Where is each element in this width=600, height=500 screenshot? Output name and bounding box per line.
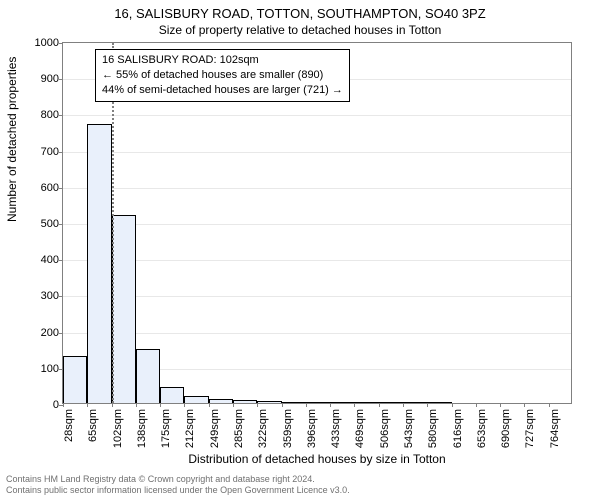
x-tick-mark: [427, 403, 428, 407]
histogram-bar: [160, 387, 184, 403]
x-tick-label: 249sqm: [209, 409, 221, 448]
y-tick-label: 0: [53, 399, 59, 411]
x-tick-label: 396sqm: [306, 409, 318, 448]
x-tick-mark: [476, 403, 477, 407]
x-tick-label: 616sqm: [452, 409, 464, 448]
gridline: [63, 152, 571, 153]
y-tick-mark: [59, 79, 63, 80]
annotation-line-1: 16 SALISBURY ROAD: 102sqm: [102, 53, 343, 68]
gridline: [63, 296, 571, 297]
x-tick-label: 764sqm: [549, 409, 561, 448]
y-tick-mark: [59, 188, 63, 189]
x-tick-mark: [524, 403, 525, 407]
x-tick-label: 506sqm: [379, 409, 391, 448]
histogram-bar: [379, 402, 403, 403]
chart-title-main: 16, SALISBURY ROAD, TOTTON, SOUTHAMPTON,…: [0, 0, 600, 21]
x-tick-mark: [500, 403, 501, 407]
y-tick-label: 300: [41, 290, 59, 302]
x-tick-mark: [257, 403, 258, 407]
histogram-bar: [112, 215, 136, 403]
x-tick-label: 175sqm: [160, 409, 172, 448]
x-tick-label: 433sqm: [330, 409, 342, 448]
x-tick-mark: [233, 403, 234, 407]
gridline: [63, 115, 571, 116]
x-tick-mark: [87, 403, 88, 407]
x-tick-mark: [282, 403, 283, 407]
histogram-bar: [427, 402, 451, 403]
x-tick-mark: [306, 403, 307, 407]
x-tick-mark: [184, 403, 185, 407]
gridline: [63, 224, 571, 225]
x-tick-mark: [63, 403, 64, 407]
x-tick-label: 102sqm: [112, 409, 124, 448]
x-tick-label: 138sqm: [136, 409, 148, 448]
x-tick-mark: [452, 403, 453, 407]
histogram-bar: [209, 399, 233, 403]
histogram-bar: [136, 349, 160, 403]
x-tick-label: 653sqm: [476, 409, 488, 448]
x-tick-label: 285sqm: [233, 409, 245, 448]
y-tick-label: 1000: [35, 37, 59, 49]
x-tick-label: 322sqm: [257, 409, 269, 448]
x-tick-label: 580sqm: [427, 409, 439, 448]
x-tick-mark: [160, 403, 161, 407]
x-tick-label: 690sqm: [500, 409, 512, 448]
histogram-bar: [87, 124, 111, 403]
footer-line-2: Contains public sector information licen…: [6, 485, 350, 496]
x-tick-mark: [354, 403, 355, 407]
y-tick-label: 600: [41, 182, 59, 194]
gridline: [63, 188, 571, 189]
gridline: [63, 333, 571, 334]
x-tick-mark: [549, 403, 550, 407]
footer-text: Contains HM Land Registry data © Crown c…: [6, 474, 350, 497]
y-tick-label: 500: [41, 218, 59, 230]
y-axis-label: Number of detached properties: [5, 57, 19, 222]
histogram-bar: [403, 402, 427, 403]
histogram-bar: [233, 400, 257, 403]
x-tick-label: 543sqm: [403, 409, 415, 448]
histogram-bar: [306, 402, 330, 403]
x-tick-mark: [379, 403, 380, 407]
x-tick-label: 359sqm: [282, 409, 294, 448]
annotation-line-3: 44% of semi-detached houses are larger (…: [102, 83, 343, 98]
histogram-bar: [354, 402, 378, 403]
y-tick-mark: [59, 43, 63, 44]
y-tick-mark: [59, 333, 63, 334]
chart-title-sub: Size of property relative to detached ho…: [0, 21, 600, 37]
plot-area: 0100200300400500600700800900100028sqm65s…: [62, 42, 572, 404]
x-tick-label: 28sqm: [63, 409, 75, 442]
y-tick-mark: [59, 296, 63, 297]
y-tick-mark: [59, 224, 63, 225]
gridline: [63, 260, 571, 261]
histogram-bar: [257, 401, 281, 403]
x-tick-mark: [112, 403, 113, 407]
histogram-bar: [63, 356, 87, 403]
histogram-bar: [330, 402, 354, 403]
chart-container: 16, SALISBURY ROAD, TOTTON, SOUTHAMPTON,…: [0, 0, 600, 500]
y-tick-label: 400: [41, 254, 59, 266]
y-tick-label: 200: [41, 327, 59, 339]
annotation-line-2: ← 55% of detached houses are smaller (89…: [102, 68, 343, 83]
histogram-bar: [282, 402, 306, 403]
x-tick-mark: [209, 403, 210, 407]
annotation-box: 16 SALISBURY ROAD: 102sqm ← 55% of detac…: [95, 49, 350, 102]
x-tick-mark: [330, 403, 331, 407]
x-tick-mark: [403, 403, 404, 407]
x-tick-label: 65sqm: [87, 409, 99, 442]
y-tick-mark: [59, 260, 63, 261]
y-tick-mark: [59, 152, 63, 153]
x-tick-mark: [136, 403, 137, 407]
x-tick-label: 727sqm: [524, 409, 536, 448]
x-tick-label: 469sqm: [354, 409, 366, 448]
y-tick-label: 100: [41, 363, 59, 375]
y-tick-label: 700: [41, 146, 59, 158]
footer-line-1: Contains HM Land Registry data © Crown c…: [6, 474, 350, 485]
y-tick-label: 800: [41, 109, 59, 121]
x-axis-label: Distribution of detached houses by size …: [62, 452, 572, 466]
y-tick-label: 900: [41, 73, 59, 85]
histogram-bar: [184, 396, 208, 403]
x-tick-label: 212sqm: [184, 409, 196, 448]
y-tick-mark: [59, 115, 63, 116]
